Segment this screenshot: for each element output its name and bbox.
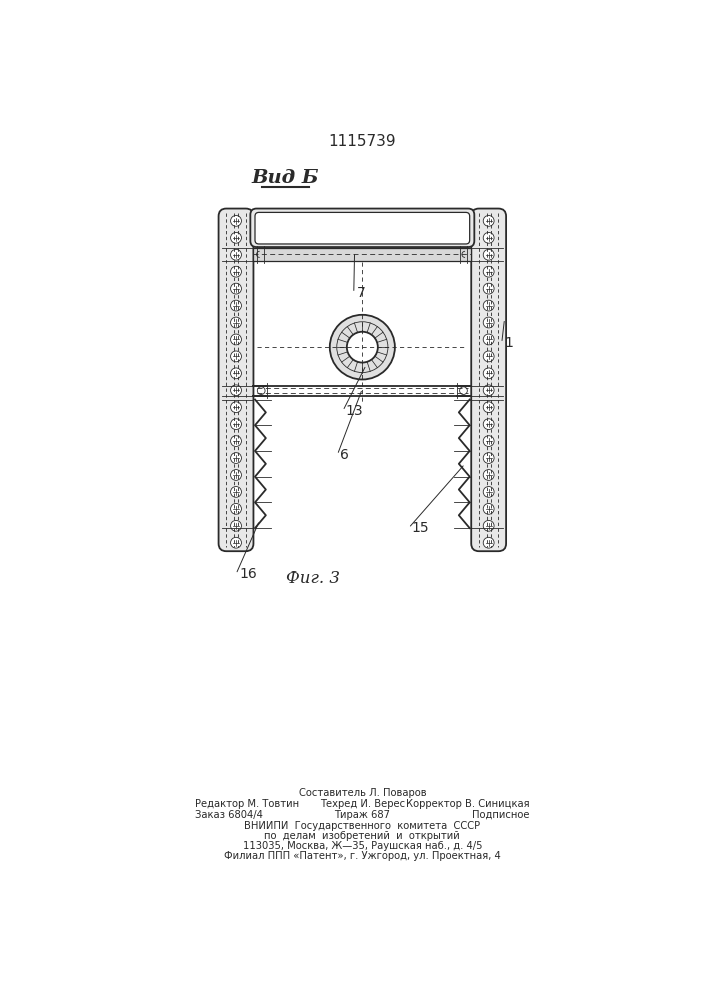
Circle shape	[484, 470, 494, 480]
Bar	[253, 248, 472, 261]
Circle shape	[230, 317, 241, 328]
Circle shape	[230, 351, 241, 362]
Circle shape	[484, 487, 494, 497]
Text: Филиал ППП «Патент», г. Ужгород, ул. Проектная, 4: Филиал ППП «Патент», г. Ужгород, ул. Про…	[224, 851, 501, 861]
Text: 6: 6	[341, 448, 349, 462]
Circle shape	[484, 520, 494, 531]
Circle shape	[484, 537, 494, 548]
Circle shape	[230, 402, 241, 413]
Circle shape	[484, 317, 494, 328]
FancyBboxPatch shape	[472, 209, 506, 551]
Text: Вид Б: Вид Б	[252, 169, 320, 187]
Text: Составитель Л. Поваров: Составитель Л. Поваров	[298, 788, 426, 798]
Text: 15: 15	[411, 521, 429, 535]
Circle shape	[484, 249, 494, 260]
Circle shape	[230, 453, 241, 463]
Circle shape	[230, 503, 241, 514]
Text: 16: 16	[239, 567, 257, 581]
Text: Редактор М. Товтин: Редактор М. Товтин	[195, 799, 299, 809]
Text: по  делам  изобретений  и  открытий: по делам изобретений и открытий	[264, 831, 460, 841]
Circle shape	[230, 419, 241, 430]
Circle shape	[230, 232, 241, 243]
Circle shape	[484, 368, 494, 379]
Circle shape	[230, 487, 241, 497]
Text: 13: 13	[346, 404, 363, 418]
Text: 7: 7	[357, 286, 366, 300]
Text: Тираж 687: Тираж 687	[334, 810, 390, 820]
Circle shape	[329, 315, 395, 379]
FancyBboxPatch shape	[250, 209, 474, 247]
Text: Подписное: Подписное	[472, 810, 530, 820]
Circle shape	[484, 351, 494, 362]
Circle shape	[257, 387, 265, 395]
Circle shape	[484, 215, 494, 226]
Circle shape	[230, 368, 241, 379]
Circle shape	[484, 402, 494, 413]
Text: Заказ 6804/4: Заказ 6804/4	[195, 810, 263, 820]
Circle shape	[230, 266, 241, 277]
Circle shape	[484, 300, 494, 311]
Text: 113035, Москва, Ж—35, Раушская наб., д. 4/5: 113035, Москва, Ж—35, Раушская наб., д. …	[243, 841, 482, 851]
Text: Техред И. Верес: Техред И. Верес	[320, 799, 405, 809]
Text: Фиг. 3: Фиг. 3	[286, 570, 340, 587]
Circle shape	[230, 283, 241, 294]
Circle shape	[230, 300, 241, 311]
Circle shape	[484, 334, 494, 345]
Circle shape	[484, 436, 494, 446]
Text: ВНИИПИ  Государственного  комитета  СССР: ВНИИПИ Государственного комитета СССР	[245, 821, 480, 831]
Circle shape	[347, 332, 378, 363]
Circle shape	[230, 436, 241, 446]
Circle shape	[484, 232, 494, 243]
Circle shape	[230, 470, 241, 480]
Circle shape	[484, 266, 494, 277]
Text: Корректор В. Синицкая: Корректор В. Синицкая	[406, 799, 530, 809]
Circle shape	[230, 385, 241, 396]
Circle shape	[484, 503, 494, 514]
Circle shape	[460, 387, 467, 395]
Circle shape	[230, 215, 241, 226]
Circle shape	[230, 334, 241, 345]
Circle shape	[484, 283, 494, 294]
Circle shape	[230, 249, 241, 260]
Circle shape	[484, 419, 494, 430]
FancyBboxPatch shape	[218, 209, 253, 551]
FancyBboxPatch shape	[255, 212, 469, 244]
Text: 1: 1	[505, 336, 514, 350]
Circle shape	[230, 520, 241, 531]
Circle shape	[484, 385, 494, 396]
Circle shape	[230, 537, 241, 548]
Text: 1115739: 1115739	[329, 134, 396, 149]
Circle shape	[484, 453, 494, 463]
